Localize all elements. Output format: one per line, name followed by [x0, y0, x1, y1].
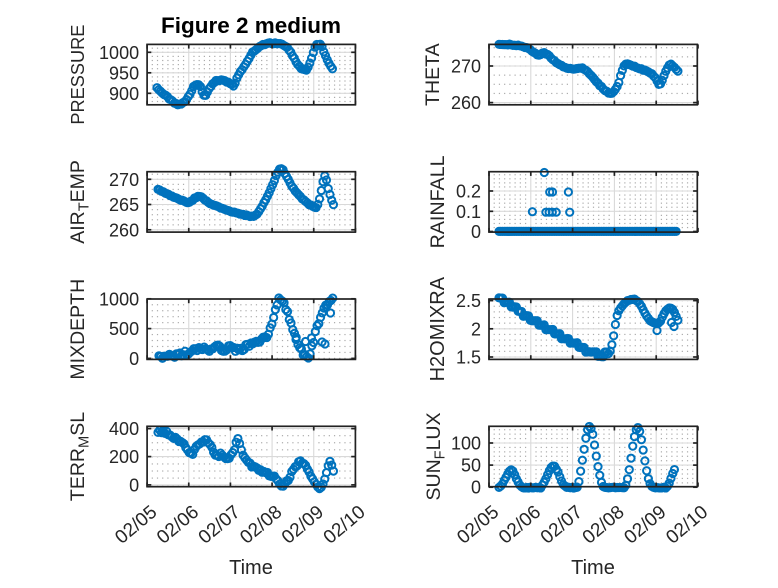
svg-text:0: 0 [471, 478, 481, 498]
svg-text:0: 0 [129, 349, 139, 369]
svg-text:950: 950 [109, 63, 139, 83]
svg-text:0: 0 [129, 475, 139, 495]
svg-text:2: 2 [471, 319, 481, 339]
svg-text:0: 0 [471, 222, 481, 242]
svg-text:MIXDEPTH: MIXDEPTH [67, 279, 89, 380]
svg-text:2.5: 2.5 [456, 291, 481, 311]
svg-text:AIRT​EMP: AIRT​EMP [67, 160, 93, 244]
svg-text:SUNF​LUX: SUNF​LUX [423, 412, 449, 500]
svg-text:1.5: 1.5 [456, 348, 481, 368]
svg-text:Time: Time [571, 557, 615, 579]
svg-text:RAINFALL: RAINFALL [427, 155, 449, 248]
svg-text:H2OMIXRA: H2OMIXRA [427, 276, 449, 381]
svg-text:260: 260 [109, 220, 139, 240]
svg-text:1000: 1000 [99, 289, 139, 309]
svg-text:260: 260 [451, 93, 481, 113]
svg-text:1000: 1000 [99, 43, 139, 63]
svg-text:0.1: 0.1 [456, 202, 481, 222]
svg-text:0.2: 0.2 [456, 182, 481, 202]
svg-text:265: 265 [109, 195, 139, 215]
svg-text:Time: Time [229, 557, 273, 579]
svg-text:500: 500 [109, 319, 139, 339]
svg-text:900: 900 [109, 84, 139, 104]
svg-text:270: 270 [451, 57, 481, 77]
svg-text:200: 200 [109, 447, 139, 467]
svg-text:TERRM​SL: TERRM​SL [67, 412, 93, 501]
svg-text:100: 100 [451, 434, 481, 454]
svg-text:50: 50 [461, 456, 481, 476]
svg-text:THETA: THETA [422, 43, 444, 105]
svg-text:PRESSURE: PRESSURE [68, 25, 88, 125]
svg-text:270: 270 [109, 170, 139, 190]
svg-text:400: 400 [109, 419, 139, 439]
svg-text:Figure 2 medium: Figure 2 medium [161, 13, 341, 38]
